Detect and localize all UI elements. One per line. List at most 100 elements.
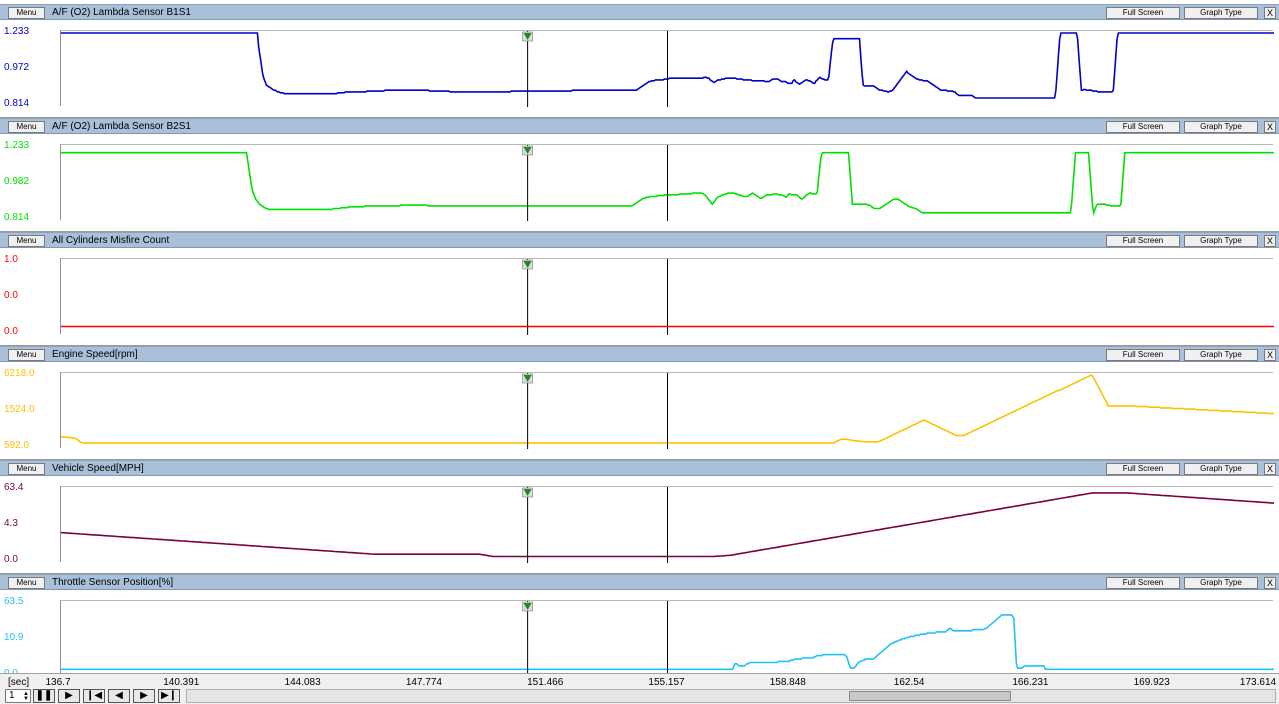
trace-svg (61, 145, 1274, 221)
y-axis-label: 0.814 (4, 212, 30, 223)
play-icon: ▶ (65, 690, 73, 701)
skip-end-icon: ▶❙ (160, 690, 178, 701)
panel-separator (0, 231, 1279, 232)
graph-type-button[interactable]: Graph Type (1184, 349, 1258, 361)
graph-panel: Menu Engine Speed[rpm] Full Screen Graph Ty… (0, 346, 1279, 460)
y-axis-label: 0.0 (4, 290, 18, 301)
graph-panel: Menu A/F (O2) Lambda Sensor B2S1 Full Scre… (0, 118, 1279, 232)
plot-area[interactable] (60, 600, 1274, 677)
time-tick-label: 173.614 (1239, 677, 1277, 688)
plot-area[interactable] (60, 486, 1274, 563)
panel-title: A/F (O2) Lambda Sensor B2S1 (52, 121, 191, 132)
graph-panel: Menu A/F (O2) Lambda Sensor B1S1 Full Scre… (0, 4, 1279, 118)
time-tick-label: 155.157 (648, 677, 685, 688)
skip-start-button[interactable]: ❙◀ (83, 689, 105, 703)
menu-button[interactable]: Menu (8, 463, 45, 475)
time-tick-label: 151.466 (527, 677, 564, 688)
page-spinner[interactable]: 1 ▲ ▼ (5, 689, 31, 703)
panel-title: Vehicle Speed[MPH] (52, 463, 144, 474)
trace-svg (61, 31, 1274, 107)
plot-area[interactable] (60, 372, 1274, 449)
graph-type-button[interactable]: Graph Type (1184, 235, 1258, 247)
panel-separator (0, 117, 1279, 118)
y-axis-label: 1524.0 (4, 404, 35, 415)
close-panel-button[interactable]: X (1264, 349, 1276, 361)
full-screen-button[interactable]: Full Screen (1106, 577, 1180, 589)
y-axis-label: 0.972 (4, 62, 30, 73)
play-button[interactable]: ▶ (58, 689, 80, 703)
trace-svg (61, 487, 1274, 563)
panel-header: Menu Engine Speed[rpm] Full Screen Graph Ty… (0, 346, 1279, 362)
panel-header: Menu A/F (O2) Lambda Sensor B2S1 Full Scre… (0, 118, 1279, 134)
scrollbar-thumb[interactable] (849, 691, 1011, 701)
graph-type-button[interactable]: Graph Type (1184, 463, 1258, 475)
bottom-toolbar: [sec] 136.7 140.391 144.083 147.774 151.466 1… (0, 673, 1279, 704)
close-panel-button[interactable]: X (1264, 235, 1276, 247)
menu-button[interactable]: Menu (8, 235, 45, 247)
time-unit-label: [sec] (8, 677, 30, 688)
marker-flag-icon[interactable] (522, 373, 533, 384)
time-scrollbar[interactable] (186, 689, 1276, 703)
time-tick-label: 144.083 (284, 677, 321, 688)
page-spinner-value: 1 (9, 690, 15, 701)
graph-type-button[interactable]: Graph Type (1184, 577, 1258, 589)
graph-type-button[interactable]: Graph Type (1184, 7, 1258, 19)
pause-icon: ❚❚ (35, 690, 53, 701)
marker-flag-icon[interactable] (522, 145, 533, 156)
marker-flag-icon[interactable] (522, 259, 533, 270)
trace-svg (61, 259, 1274, 335)
y-axis-label: 1.233 (4, 26, 30, 37)
pause-button[interactable]: ❚❚ (33, 689, 55, 703)
y-axis-label: 0.0 (4, 326, 18, 337)
y-axis-label: 6218.0 (4, 368, 35, 379)
panel-separator (0, 459, 1279, 460)
time-tick-label: 169.923 (1133, 677, 1170, 688)
skip-end-button[interactable]: ▶❙ (158, 689, 180, 703)
full-screen-button[interactable]: Full Screen (1106, 7, 1180, 19)
skip-start-icon: ❙◀ (85, 690, 103, 701)
close-panel-button[interactable]: X (1264, 7, 1276, 19)
close-panel-button[interactable]: X (1264, 463, 1276, 475)
y-axis-label: 1.233 (4, 140, 30, 151)
time-tick-label: 158.848 (769, 677, 806, 688)
spin-down-icon[interactable]: ▼ (23, 696, 29, 702)
y-axis-label: 10.9 (4, 632, 24, 643)
full-screen-button[interactable]: Full Screen (1106, 121, 1180, 133)
full-screen-button[interactable]: Full Screen (1106, 235, 1180, 247)
menu-button[interactable]: Menu (8, 349, 45, 361)
step-back-button[interactable]: ◀ (108, 689, 130, 703)
trace-svg (61, 373, 1274, 449)
menu-button[interactable]: Menu (8, 121, 45, 133)
menu-button[interactable]: Menu (8, 7, 45, 19)
plot-area[interactable] (60, 30, 1274, 107)
plot-area[interactable] (60, 258, 1274, 335)
marker-flag-icon[interactable] (522, 31, 533, 42)
panel-separator (0, 573, 1279, 574)
graph-type-button[interactable]: Graph Type (1184, 121, 1258, 133)
panel-separator (0, 345, 1279, 346)
spin-up-icon[interactable]: ▲ (23, 691, 29, 697)
y-axis-label: 63.5 (4, 596, 24, 607)
panel-title: Throttle Sensor Position[%] (52, 577, 174, 588)
menu-button[interactable]: Menu (8, 577, 45, 589)
time-tick-label: 147.774 (405, 677, 442, 688)
marker-flag-icon[interactable] (522, 487, 533, 498)
full-screen-button[interactable]: Full Screen (1106, 463, 1180, 475)
panel-title: All Cylinders Misfire Count (52, 235, 170, 246)
close-panel-button[interactable]: X (1264, 121, 1276, 133)
y-axis-label: 0.982 (4, 176, 30, 187)
panel-header: Menu All Cylinders Misfire Count Full Scre… (0, 232, 1279, 248)
plot-area[interactable] (60, 144, 1274, 221)
full-screen-button[interactable]: Full Screen (1106, 349, 1180, 361)
step-forward-button[interactable]: ▶ (133, 689, 155, 703)
step-forward-icon: ▶ (140, 690, 148, 701)
y-axis-label: 0.814 (4, 98, 30, 109)
step-back-icon: ◀ (115, 690, 123, 701)
marker-flag-icon[interactable] (522, 601, 533, 612)
panel-title: Engine Speed[rpm] (52, 349, 138, 360)
panel-header: Menu Vehicle Speed[MPH] Full Screen Graph T… (0, 460, 1279, 476)
close-panel-button[interactable]: X (1264, 577, 1276, 589)
y-axis-label: 4.3 (4, 518, 18, 529)
panel-header: Menu Throttle Sensor Position[%] Full Scre… (0, 574, 1279, 590)
time-tick-label: 136.7 (45, 677, 71, 688)
